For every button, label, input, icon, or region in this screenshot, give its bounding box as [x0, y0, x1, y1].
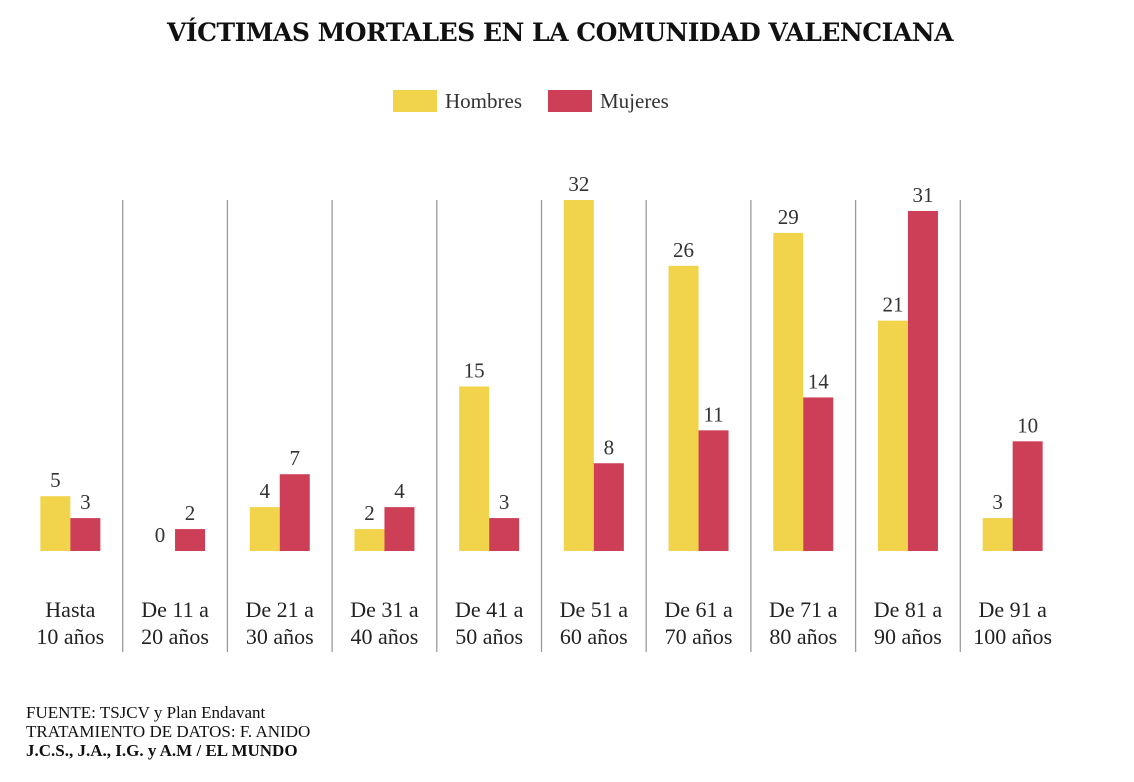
legend-label-mujeres: Mujeres — [600, 88, 669, 113]
legend: Hombres Mujeres — [393, 88, 695, 114]
bar-hombres — [877, 320, 908, 551]
bar-mujeres — [279, 474, 310, 551]
category-label: De 71 a — [769, 597, 838, 622]
legend-swatch-hombres — [393, 90, 437, 112]
category-label: 40 años — [351, 624, 419, 649]
category-label: De 61 a — [664, 597, 733, 622]
bar-mujeres — [1012, 441, 1043, 551]
data-label-mujeres: 3 — [80, 490, 91, 514]
data-label-mujeres: 31 — [912, 183, 933, 207]
category-label: 90 años — [874, 624, 942, 649]
category-label: De 21 a — [246, 597, 315, 622]
data-label-hombres: 32 — [568, 172, 589, 196]
credit-line: J.C.S., J.A., I.G. y A.M / EL MUNDO — [26, 741, 298, 760]
data-label-hombres: 0 — [155, 523, 166, 547]
data-label-mujeres: 14 — [808, 369, 830, 393]
bar-hombres — [668, 265, 699, 551]
bar-hombres — [459, 386, 490, 551]
category-label: 70 años — [665, 624, 733, 649]
bar-hombres — [773, 232, 804, 551]
category-label: De 51 a — [560, 597, 629, 622]
legend-item-mujeres: Mujeres — [548, 89, 669, 114]
category-label: De 41 a — [455, 597, 524, 622]
category-label: 10 años — [36, 624, 104, 649]
data-processing-line: TRATAMIENTO DE DATOS: F. ANIDO — [26, 722, 311, 741]
category-label: 60 años — [560, 624, 628, 649]
bar-hombres — [249, 507, 280, 551]
data-label-mujeres: 3 — [499, 490, 510, 514]
data-label-hombres: 26 — [673, 238, 694, 262]
data-label-mujeres: 11 — [703, 402, 723, 426]
data-label-mujeres: 8 — [604, 435, 615, 459]
source-line: FUENTE: TSJCV y Plan Endavant — [26, 703, 266, 722]
data-label-hombres: 2 — [364, 501, 375, 525]
data-label-hombres: 29 — [778, 205, 799, 229]
bar-mujeres — [907, 210, 938, 551]
chart-title: VÍCTIMAS MORTALES EN LA COMUNIDAD VALENC… — [167, 18, 953, 47]
legend-swatch-mujeres — [548, 90, 592, 112]
bar-mujeres — [698, 430, 729, 551]
category-label: 80 años — [769, 624, 837, 649]
data-label-hombres: 4 — [260, 479, 271, 503]
data-label-mujeres: 10 — [1017, 413, 1038, 437]
data-label-hombres: 21 — [882, 293, 903, 317]
bar-hombres — [40, 496, 71, 551]
bar-hombres — [982, 518, 1013, 551]
data-label-mujeres: 4 — [394, 479, 405, 503]
data-label-mujeres: 2 — [185, 501, 196, 525]
bar-mujeres — [175, 529, 206, 551]
category-label: De 81 a — [874, 597, 943, 622]
data-label-mujeres: 7 — [290, 446, 301, 470]
category-label: De 11 a — [141, 597, 209, 622]
bar-mujeres — [384, 507, 415, 551]
bar-mujeres — [489, 518, 520, 551]
category-label: 20 años — [141, 624, 209, 649]
category-label: 30 años — [246, 624, 314, 649]
category-label: De 31 a — [350, 597, 419, 622]
category-label: Hasta — [45, 597, 95, 622]
bar-mujeres — [70, 518, 101, 551]
legend-label-hombres: Hombres — [445, 88, 522, 113]
bar-hombres — [354, 529, 385, 551]
data-label-hombres: 15 — [464, 358, 485, 382]
data-label-hombres: 5 — [50, 468, 61, 492]
bar-mujeres — [593, 463, 624, 551]
sources: FUENTE: TSJCV y Plan Endavant TRATAMIENT… — [26, 703, 310, 760]
category-label: 100 años — [973, 624, 1052, 649]
data-label-hombres: 3 — [992, 490, 1003, 514]
category-label: De 91 a — [978, 597, 1047, 622]
bar-hombres — [563, 200, 594, 551]
category-label: 50 años — [455, 624, 523, 649]
legend-item-hombres: Hombres — [393, 89, 522, 114]
bar-mujeres — [803, 397, 834, 551]
